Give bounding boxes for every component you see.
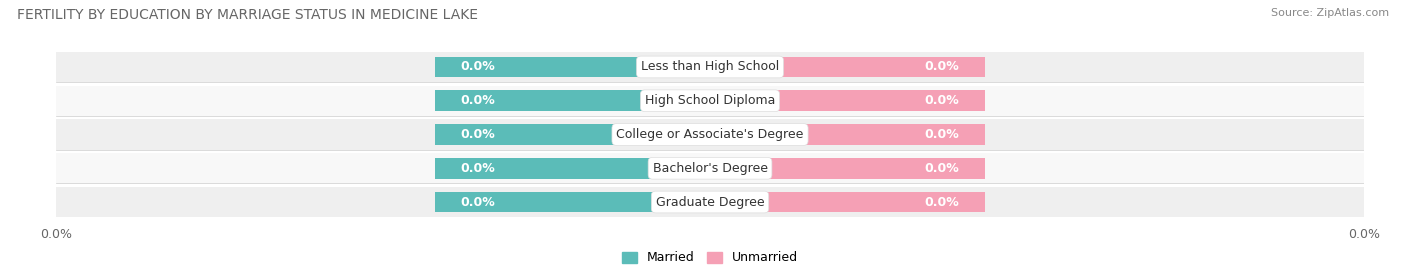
Text: FERTILITY BY EDUCATION BY MARRIAGE STATUS IN MEDICINE LAKE: FERTILITY BY EDUCATION BY MARRIAGE STATU… <box>17 8 478 22</box>
Text: 0.0%: 0.0% <box>461 128 495 141</box>
Text: 0.0%: 0.0% <box>925 94 959 107</box>
Bar <box>56 153 1364 183</box>
Text: 0.0%: 0.0% <box>925 196 959 208</box>
Text: 0.0%: 0.0% <box>461 61 495 73</box>
Bar <box>436 56 710 77</box>
Text: 0.0%: 0.0% <box>461 162 495 175</box>
Bar <box>436 192 710 213</box>
Bar <box>710 124 984 145</box>
Text: Bachelor's Degree: Bachelor's Degree <box>652 162 768 175</box>
Text: High School Diploma: High School Diploma <box>645 94 775 107</box>
Legend: Married, Unmarried: Married, Unmarried <box>617 246 803 269</box>
Bar <box>710 192 984 213</box>
Bar <box>710 90 984 111</box>
Text: 0.0%: 0.0% <box>925 162 959 175</box>
Text: College or Associate's Degree: College or Associate's Degree <box>616 128 804 141</box>
Bar <box>436 158 710 179</box>
Text: Graduate Degree: Graduate Degree <box>655 196 765 208</box>
Bar <box>436 124 710 145</box>
Bar <box>710 158 984 179</box>
Bar <box>56 52 1364 82</box>
Text: 0.0%: 0.0% <box>925 128 959 141</box>
Text: 0.0%: 0.0% <box>461 196 495 208</box>
Bar <box>56 187 1364 217</box>
Bar <box>436 90 710 111</box>
Text: Source: ZipAtlas.com: Source: ZipAtlas.com <box>1271 8 1389 18</box>
Text: 0.0%: 0.0% <box>461 94 495 107</box>
Bar <box>710 56 984 77</box>
Bar <box>56 119 1364 150</box>
Text: 0.0%: 0.0% <box>925 61 959 73</box>
Bar <box>56 86 1364 116</box>
Text: Less than High School: Less than High School <box>641 61 779 73</box>
